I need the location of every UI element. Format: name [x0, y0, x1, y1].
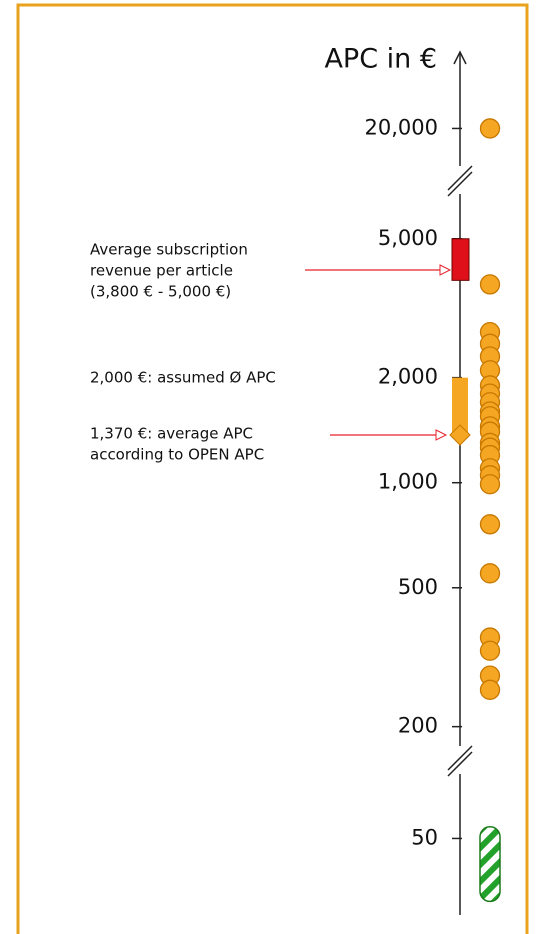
data-dot: [479, 514, 501, 535]
annotation: 2,000 €: assumed Ø APC: [90, 369, 276, 387]
annotation: revenue per article: [90, 262, 233, 280]
y-tick-label: 200: [398, 714, 438, 738]
data-dot: [479, 118, 501, 139]
data-dot: [479, 474, 501, 495]
pointer-arrow-head: [435, 429, 448, 441]
y-tick-label: 2,000: [378, 365, 438, 389]
data-dot: [479, 640, 501, 661]
chart-title: APC in €: [324, 44, 437, 75]
y-tick-label: 1,000: [378, 470, 438, 494]
annotation: according to OPEN APC: [90, 446, 264, 464]
annotation: (3,800 € - 5,000 €): [90, 283, 231, 301]
frame: [16, 3, 529, 934]
data-dot: [479, 679, 501, 700]
data-dot: [479, 274, 501, 295]
y-tick-label: 5,000: [378, 226, 438, 250]
y-tick-label: 50: [411, 825, 438, 849]
data-dot: [479, 563, 501, 584]
y-tick-label: 500: [398, 575, 438, 599]
range-capsule: [479, 826, 501, 903]
annotation: 1,370 €: average APC: [90, 425, 253, 443]
range-bar: [451, 238, 470, 281]
annotation: Average subscription: [90, 241, 248, 259]
pointer-arrow-head: [439, 264, 452, 276]
range-bar: [452, 377, 468, 435]
axis-break: [446, 165, 474, 777]
diamond-marker: [449, 424, 471, 446]
axis-arrow: [453, 50, 467, 65]
y-tick-label: 20,000: [365, 115, 438, 139]
